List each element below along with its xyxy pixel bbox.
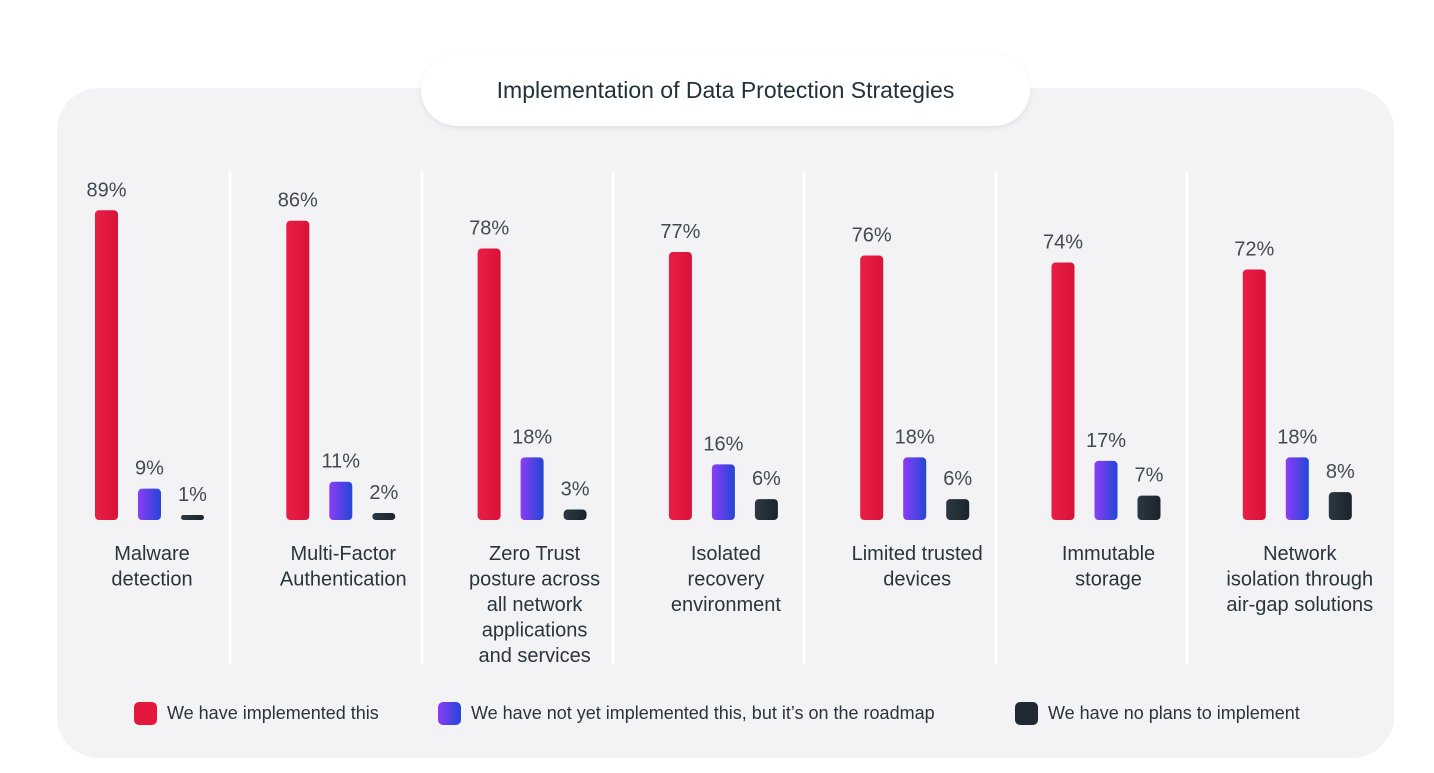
bar-roadmap	[329, 481, 353, 520]
data-label: 16%	[703, 433, 743, 455]
category-label: Network isolation through air-gap solution…	[1226, 543, 1373, 616]
data-label: 76%	[852, 225, 892, 247]
chart-panel	[57, 88, 1394, 758]
data-label: 74%	[1043, 231, 1083, 253]
chart-title: Implementation of Data Protection Strate…	[421, 54, 1030, 126]
bar-implemented	[477, 248, 501, 520]
data-label: 18%	[1277, 426, 1317, 448]
bar-implemented	[286, 220, 310, 520]
bar-no-plans	[372, 513, 396, 520]
bar-implemented	[1242, 269, 1266, 520]
data-label: 72%	[1234, 238, 1274, 260]
category-label: Limited trusted devices	[852, 543, 983, 591]
bar-roadmap	[903, 457, 927, 520]
data-label: 77%	[660, 221, 700, 243]
bar-no-plans	[946, 499, 970, 520]
bar-no-plans	[563, 509, 587, 520]
data-label: 8%	[1326, 461, 1355, 483]
bar-implemented	[668, 252, 692, 521]
data-label: 18%	[895, 426, 935, 448]
data-label: 2%	[369, 482, 398, 504]
legend-swatch-red	[134, 702, 157, 725]
category-label: Immutable storage	[1062, 543, 1155, 591]
bar-no-plans	[181, 515, 204, 520]
legend-label: We have not yet implemented this, but it…	[471, 703, 935, 723]
bar-implemented	[95, 210, 118, 520]
category-label: Malware detection	[111, 543, 192, 591]
data-label: 86%	[278, 190, 318, 212]
bar-no-plans	[754, 499, 778, 520]
legend-label: We have no plans to implement	[1048, 703, 1300, 723]
data-label: 17%	[1086, 430, 1126, 452]
data-label: 6%	[752, 468, 781, 490]
data-label: 9%	[135, 458, 164, 480]
bar-roadmap	[1094, 460, 1118, 520]
data-label: 18%	[512, 426, 552, 448]
legend-item-roadmap: We have not yet implemented this, but it…	[438, 702, 935, 725]
bar-roadmap	[520, 457, 544, 520]
bar-no-plans	[1328, 492, 1352, 520]
category-label: Multi-Factor Authentication	[280, 543, 407, 591]
data-label: 1%	[178, 484, 207, 506]
bar-implemented	[860, 255, 884, 520]
legend-label: We have implemented this	[167, 703, 379, 723]
data-label: 78%	[469, 218, 509, 240]
data-label: 6%	[943, 468, 972, 490]
category-label: Zero Trust posture across all network appli…	[469, 543, 600, 667]
bar-no-plans	[1137, 495, 1161, 520]
data-label: 11%	[322, 451, 361, 473]
bar-roadmap	[711, 464, 735, 520]
data-label: 3%	[561, 479, 590, 501]
data-label: 7%	[1135, 465, 1164, 487]
bar-roadmap	[1285, 457, 1309, 520]
bar-roadmap	[138, 488, 161, 520]
legend: We have implemented this We have not yet…	[0, 702, 1434, 732]
legend-swatch-dark	[1015, 702, 1038, 725]
bar-implemented	[1051, 262, 1075, 520]
legend-swatch-purple	[438, 702, 461, 725]
legend-item-no-plans: We have no plans to implement	[1015, 702, 1300, 725]
data-label: 89%	[86, 179, 126, 201]
category-label: Isolated recovery environment	[671, 543, 782, 616]
legend-item-implemented: We have implemented this	[134, 702, 379, 725]
